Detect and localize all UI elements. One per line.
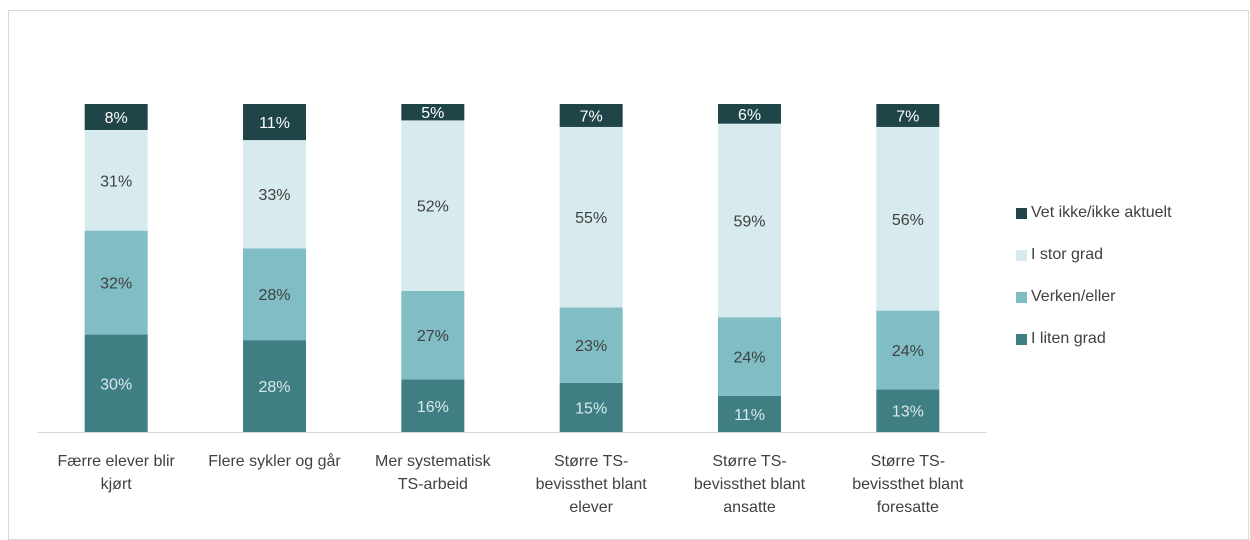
data-label-3-1: 16% (417, 399, 449, 416)
data-label-5-4: 6% (738, 107, 761, 124)
data-label-5-3: 59% (733, 213, 765, 230)
data-label-5-1: 11% (734, 407, 765, 424)
chart-legend: Vet ikke/ikke aktuelt I stor grad Verken/e… (1016, 203, 1172, 371)
data-label-6-3: 56% (892, 212, 924, 229)
bar-segment-2-4 (243, 104, 306, 141)
x-tick-label-2: Flere sykler og går (208, 452, 341, 470)
data-label-3-3: 52% (417, 199, 449, 216)
legend-label: I stor grad (1031, 246, 1104, 263)
bar-segment-5-4 (718, 104, 781, 124)
x-tick-label-3: Mer systematisk TS-arbeid (375, 453, 492, 493)
chart-frame (8, 10, 1249, 540)
legend-item-2: I stor grad (1016, 245, 1172, 265)
bar-segment-4-4 (559, 104, 623, 127)
bar-segment-4-2 (559, 307, 623, 383)
data-label-2-2: 28% (258, 287, 290, 304)
legend-item-3: Verken/eller (1016, 287, 1172, 307)
legend-item-1: Vet ikke/ikke aktuelt (1016, 203, 1172, 223)
data-label-2-4: 11% (259, 115, 290, 132)
legend-label: I liten grad (1031, 330, 1106, 347)
bar-segment-6-1 (876, 389, 940, 432)
legend-label: Verken/eller (1031, 288, 1116, 305)
data-label-5-2: 24% (733, 350, 765, 367)
data-label-6-2: 24% (892, 343, 924, 360)
bar-segment-4-1 (559, 382, 623, 432)
data-label-3-2: 27% (417, 328, 449, 345)
bar-segment-2-1 (243, 340, 306, 432)
bar-segment-3-1 (401, 379, 465, 432)
bar-segment-1-4 (84, 104, 148, 130)
data-label-2-1: 28% (258, 379, 290, 396)
bar-segment-6-2 (876, 310, 940, 390)
data-label-1-3: 31% (100, 173, 132, 190)
bar-segment-1-1 (84, 334, 148, 432)
data-label-1-1: 30% (100, 376, 132, 393)
data-label-4-4: 7% (580, 108, 603, 125)
data-label-2-3: 33% (258, 187, 290, 204)
bar-segment-3-3 (401, 120, 465, 291)
bar-segment-4-3 (559, 126, 623, 308)
bar-segment-2-3 (243, 140, 306, 249)
x-tick-label-6: Større TS-bevissthet blant foresatte (852, 453, 964, 516)
bar-segment-6-3 (876, 126, 940, 311)
data-label-6-4: 7% (896, 108, 919, 125)
bar-segment-3-2 (401, 290, 465, 380)
x-tick-label-5: Større TS-bevissthet blant ansatte (694, 453, 806, 516)
bar-segment-1-2 (84, 230, 148, 335)
legend-swatch (1016, 291, 1027, 303)
bar-segment-5-2 (718, 317, 781, 396)
x-tick-label-1: Færre elever blir kjørt (57, 453, 175, 493)
data-label-4-2: 23% (575, 338, 607, 355)
legend-item-4: I liten grad (1016, 329, 1172, 349)
bar-segment-1-3 (84, 129, 148, 231)
bar-segment-5-1 (718, 395, 781, 432)
bar-segment-5-3 (718, 123, 781, 318)
x-tick-label-4: Større TS-bevissthet blant elever (536, 453, 648, 516)
legend-swatch (1016, 333, 1027, 345)
bar-segment-3-4 (401, 104, 465, 121)
data-label-6-1: 13% (892, 404, 924, 421)
legend-label: Vet ikke/ikke aktuelt (1031, 204, 1172, 221)
data-label-3-4: 5% (421, 105, 444, 122)
data-label-4-1: 15% (575, 400, 607, 417)
data-label-1-2: 32% (100, 276, 132, 293)
legend-swatch (1016, 207, 1027, 219)
bar-segment-6-4 (876, 104, 940, 127)
data-label-4-3: 55% (575, 210, 607, 227)
legend-swatch (1016, 249, 1027, 261)
bar-segment-2-2 (243, 248, 306, 341)
data-label-1-4: 8% (105, 110, 128, 127)
